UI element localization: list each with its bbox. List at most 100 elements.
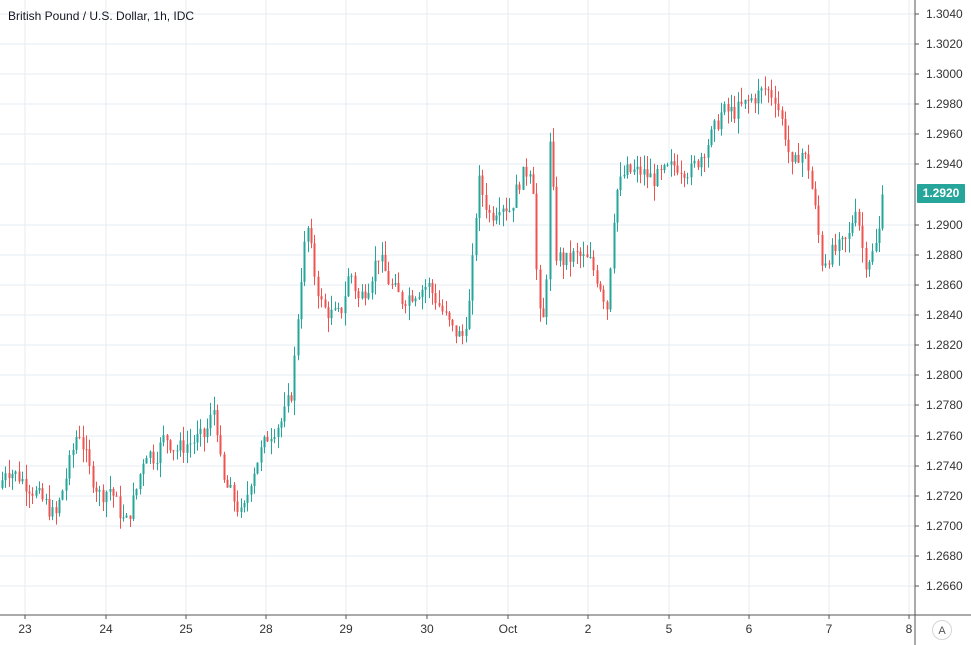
candle-body [838,239,841,252]
candles [1,76,884,529]
candle-body [801,152,804,163]
y-tick-label: 1.2780 [926,398,963,412]
candle-body [371,281,374,293]
candle-body [858,211,861,226]
candle-body [680,172,683,174]
candle-body [475,217,478,256]
y-tick-label: 1.2880 [926,248,963,262]
candle-body [431,282,434,294]
candle-body [92,465,95,488]
candle-body [784,118,787,140]
candle-body [408,295,411,306]
candle-body [340,307,343,314]
candle-body [367,292,370,299]
candle-body [529,174,532,177]
candle-body [354,275,357,292]
candle-body [317,276,320,297]
candle-body [865,248,868,270]
candle-body [418,297,421,299]
candle-body [545,279,548,318]
candle-body [646,169,649,178]
y-tick-label: 1.2960 [926,127,963,141]
candle-body [263,436,266,448]
x-tick-label: 29 [339,622,353,636]
candle-body [851,223,854,233]
candle-body [733,106,736,119]
candle-body [781,110,784,119]
y-tick-label: 1.2900 [926,218,963,232]
x-tick-label: 28 [259,622,273,636]
candle-body [710,129,713,146]
x-tick-label: 7 [826,622,833,636]
candle-body [246,494,249,503]
candle-body [320,296,323,300]
candle-body [660,168,663,171]
candle-body [115,495,118,497]
candle-body [633,169,636,173]
candle-body [508,210,511,212]
candle-body [559,252,562,261]
candle-body [495,215,498,221]
candle-body [28,491,31,494]
candle-body [498,211,501,216]
candle-body [814,188,817,206]
y-tick-label: 1.2980 [926,97,963,111]
candle-body [518,184,521,190]
candle-body [770,90,773,98]
candle-body [878,228,881,243]
candle-body [458,331,461,337]
candle-body [290,395,293,401]
candle-body [361,291,364,299]
candle-body [162,435,165,443]
candle-body [481,175,484,195]
candle-body [55,507,58,514]
candle-body [297,319,300,356]
candle-body [172,450,175,452]
candle-body [1,480,4,488]
candle-body [828,263,831,265]
candle-body [223,454,226,480]
candle-body [159,442,162,464]
candle-body [757,90,760,104]
candle-body [381,254,384,262]
candle-body [250,486,253,495]
candle-body [488,209,491,213]
candle-body [623,174,626,177]
candle-body [807,154,810,171]
candle-body [404,304,407,306]
y-tick-label: 1.2680 [926,549,963,563]
candle-body [760,88,763,91]
candle-body [21,478,24,482]
candle-body [132,495,135,519]
candle-body [324,299,327,308]
candle-body [730,106,733,112]
y-tick-label: 1.2940 [926,157,963,171]
candle-body [515,184,518,208]
candle-body [229,484,232,488]
candle-body [384,254,387,271]
candle-body [277,427,280,438]
candle-body [723,104,726,113]
candle-body [145,457,148,464]
x-tick-label: Oct [499,622,518,636]
candle-body [102,489,105,503]
candle-body [539,269,542,309]
candle-body [18,471,21,482]
candle-body [844,237,847,239]
candle-body [656,168,659,187]
candle-body [45,499,48,501]
candle-body [666,164,669,166]
x-tick-label: 5 [666,622,673,636]
candle-body [881,194,884,229]
candle-body [542,308,545,318]
candle-body [478,175,481,218]
candle-body [98,489,101,492]
candle-body [68,455,71,479]
auto-scale-button[interactable]: A [932,620,952,640]
candle-body [82,437,85,450]
candle-body [387,270,390,285]
candle-body [562,252,565,266]
candle-body [492,212,495,221]
